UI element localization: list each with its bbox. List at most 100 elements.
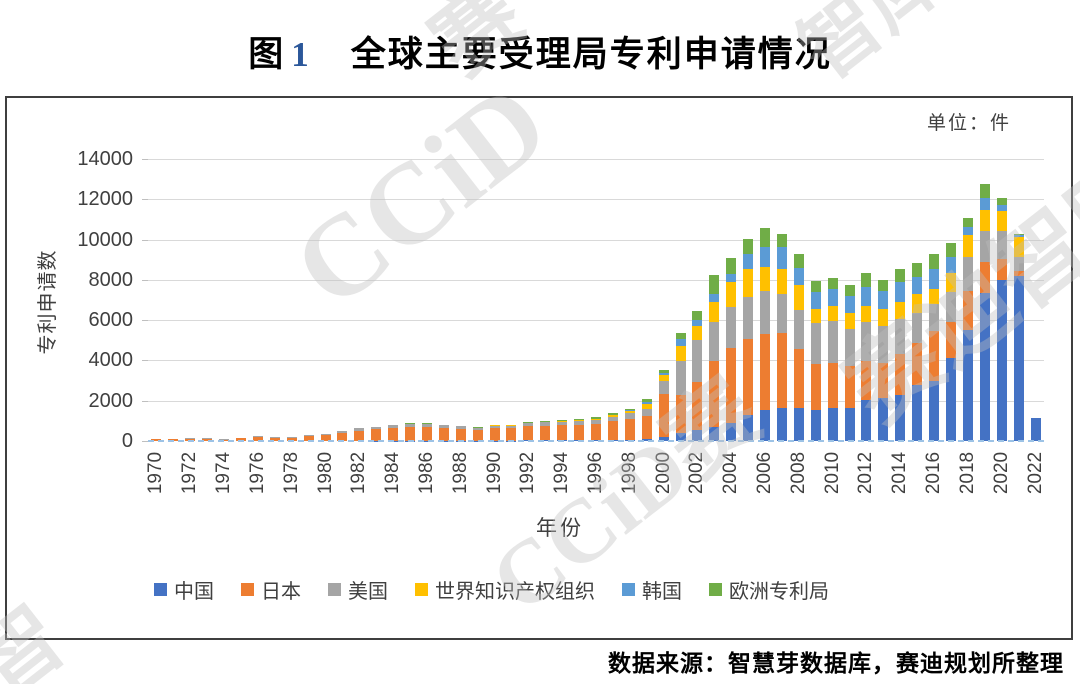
bar-segment-s1 (286, 437, 297, 441)
bar-column (286, 159, 297, 441)
bar-segment-s2 (878, 326, 889, 363)
bar-segment-s1 (760, 334, 771, 410)
bar-column (235, 159, 246, 441)
bar-column (861, 159, 872, 441)
bar-column (354, 159, 365, 441)
bar-segment-s3 (641, 403, 652, 409)
legend-swatch (709, 583, 722, 596)
bar-segment-s1 (810, 364, 821, 410)
y-tick-mark (142, 239, 148, 241)
x-tick-label: 1990 (483, 451, 505, 495)
x-tick-label: 2014 (889, 451, 911, 495)
bar-segment-s1 (506, 428, 517, 441)
bar-segment-s2 (489, 425, 500, 429)
bar-segment-s3 (861, 305, 872, 323)
y-tick-label: 14000 (77, 148, 133, 170)
legend-label: 中国 (174, 581, 214, 603)
bar-segment-s2 (844, 329, 855, 367)
legend-item-0: 中国 (154, 575, 214, 604)
bar-segment-s2 (337, 430, 348, 433)
bar-segment-s1 (895, 354, 906, 395)
bar-segment-s1 (252, 437, 263, 441)
bar-segment-s1 (658, 393, 669, 437)
bar-segment-s0 (946, 358, 957, 441)
bar-column (421, 159, 432, 441)
bar-column (979, 159, 990, 441)
bar-segment-s1 (844, 366, 855, 409)
bar-segment-s2 (235, 437, 246, 439)
bar-segment-s2 (1013, 256, 1024, 271)
bar-segment-s0 (793, 407, 804, 441)
bar-segment-s4 (827, 289, 838, 306)
bar-segment-s3 (793, 284, 804, 311)
bar-segment-s0 (743, 414, 754, 441)
bar-column (320, 159, 331, 441)
bar-segment-s0 (996, 279, 1007, 441)
bar-segment-s3 (946, 273, 957, 292)
bar-segment-s5 (844, 285, 855, 297)
gridline (148, 199, 1044, 201)
bar-segment-s3 (591, 418, 601, 420)
bar-segment-s4 (895, 282, 906, 303)
bar-segment-s0 (827, 408, 838, 441)
y-tick-mark (142, 199, 148, 201)
bar-segment-s5 (1013, 233, 1024, 235)
bar-column (438, 159, 449, 441)
bar-segment-s4 (658, 372, 669, 375)
bar-segment-s2 (455, 426, 466, 429)
bar-segment-s5 (776, 233, 787, 248)
bar-segment-s2 (946, 291, 957, 323)
bar-column (151, 159, 162, 441)
bar-segment-s2 (861, 322, 872, 362)
x-tick-label: 1970 (145, 451, 167, 495)
bar-column (607, 159, 618, 441)
bar-segment-s0 (861, 399, 872, 441)
legend-swatch (415, 583, 428, 596)
bar-segment-s3 (810, 309, 821, 323)
x-tick-label: 1982 (348, 451, 370, 495)
x-tick-label: 1996 (585, 451, 606, 495)
bar-column (1030, 159, 1041, 441)
y-tick-mark (142, 441, 148, 442)
bar-column (810, 159, 821, 441)
data-source-note: 数据来源：智慧芽数据库，赛迪规划所整理 (608, 651, 1064, 676)
bar-segment-s1 (438, 427, 449, 441)
bar-segment-s3 (557, 421, 568, 422)
bar-segment-s2 (793, 310, 804, 350)
bar-column (489, 159, 500, 441)
bar-segment-s2 (641, 408, 652, 416)
bar-segment-s1 (861, 361, 872, 400)
x-tick-label: 2010 (821, 451, 843, 495)
bar-segment-s1 (709, 361, 720, 427)
bar-segment-s3 (979, 209, 990, 232)
bar-segment-s2 (827, 320, 838, 363)
bar-segment-s0 (709, 426, 720, 441)
bar-segment-s1 (929, 330, 940, 382)
bar-column (624, 159, 635, 441)
bar-segment-s1 (320, 434, 331, 441)
bar-segment-s3 (878, 309, 889, 326)
bar-segment-s2 (557, 421, 568, 426)
x-tick-label: 1980 (314, 451, 336, 495)
bar-segment-s5 (658, 369, 669, 373)
x-tick-label: 2022 (1024, 451, 1046, 495)
bar-segment-s3 (929, 288, 940, 305)
bar-column (878, 159, 889, 441)
x-tick-label: 2002 (686, 451, 708, 495)
legend-item-5: 欧洲专利局 (709, 575, 829, 604)
x-tick-label: 1972 (179, 451, 201, 495)
bar-segment-s1 (421, 426, 432, 441)
bar-segment-s2 (185, 438, 196, 439)
bar-segment-s5 (557, 419, 568, 421)
x-tick-label: 1994 (551, 451, 573, 495)
gridline (148, 279, 1044, 281)
bar-segment-s2 (506, 425, 517, 429)
bar-segment-s2 (743, 297, 754, 340)
bar-segment-s2 (371, 426, 382, 430)
x-tick-label: 1986 (415, 451, 437, 495)
bar-segment-s0 (658, 436, 669, 441)
x-tick-label: 1978 (280, 451, 302, 495)
bar-column (827, 159, 838, 441)
bar-segment-s1 (912, 342, 923, 385)
